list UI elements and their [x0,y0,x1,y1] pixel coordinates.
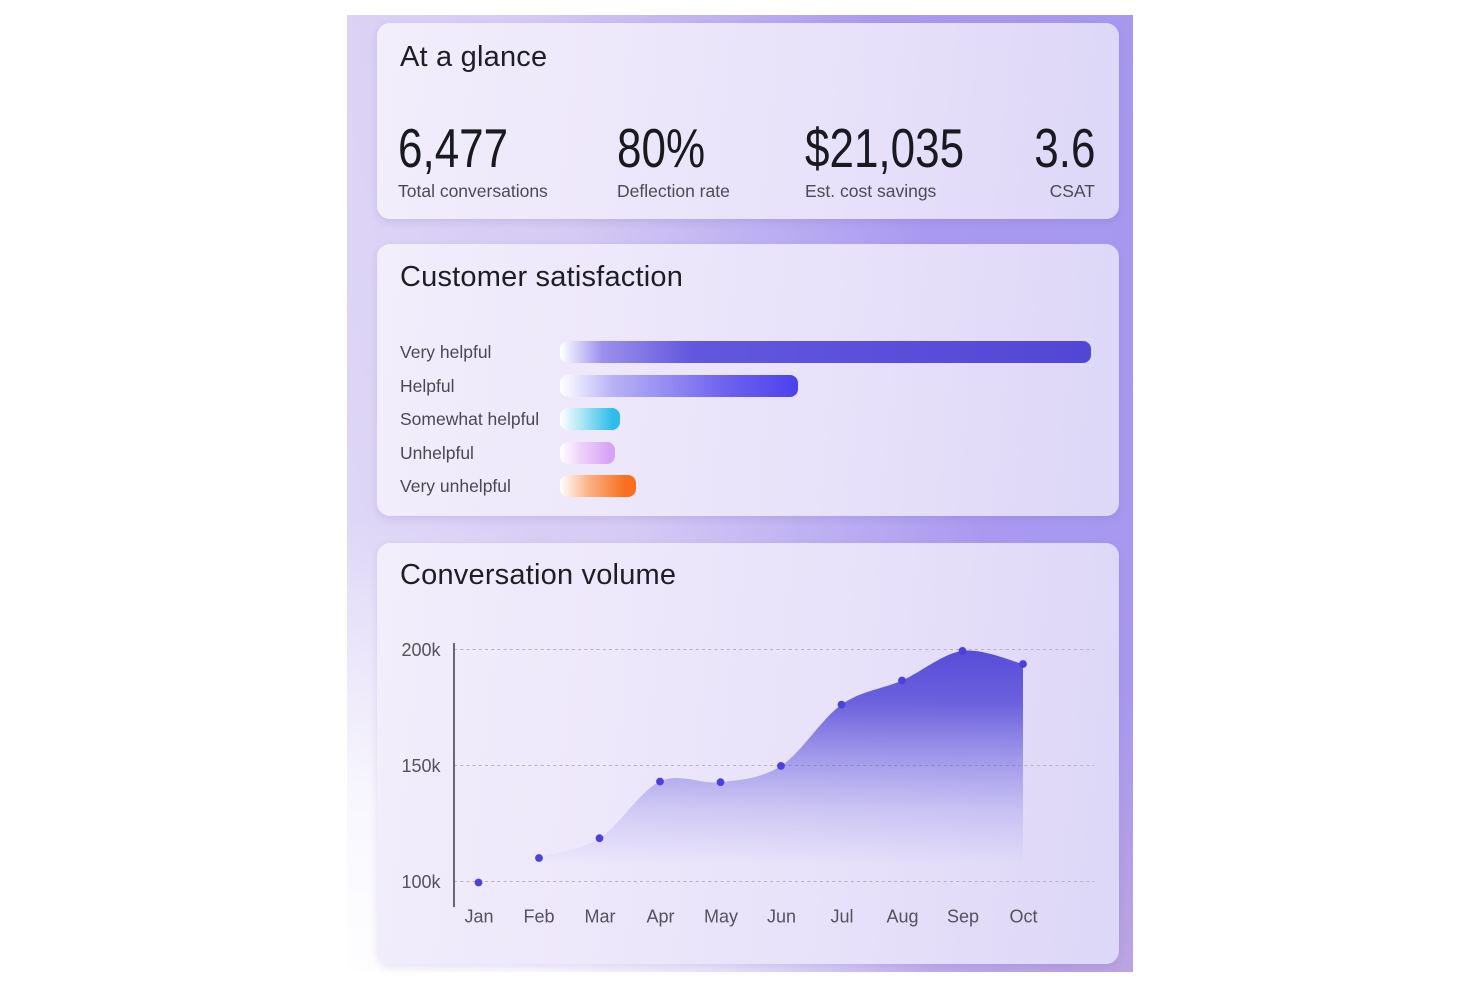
svg-text:Oct: Oct [1009,907,1037,927]
svg-text:Jan: Jan [464,907,493,927]
svg-text:Mar: Mar [585,907,616,927]
svg-text:Jun: Jun [767,907,796,927]
svg-text:Jul: Jul [830,907,853,927]
svg-text:100k: 100k [401,872,441,892]
svg-text:200k: 200k [401,640,441,660]
svg-text:Feb: Feb [523,907,554,927]
svg-text:Aug: Aug [886,907,918,927]
svg-text:150k: 150k [401,756,441,776]
svg-text:May: May [704,907,738,927]
svg-text:Sep: Sep [947,907,979,927]
svg-text:Apr: Apr [646,907,674,927]
